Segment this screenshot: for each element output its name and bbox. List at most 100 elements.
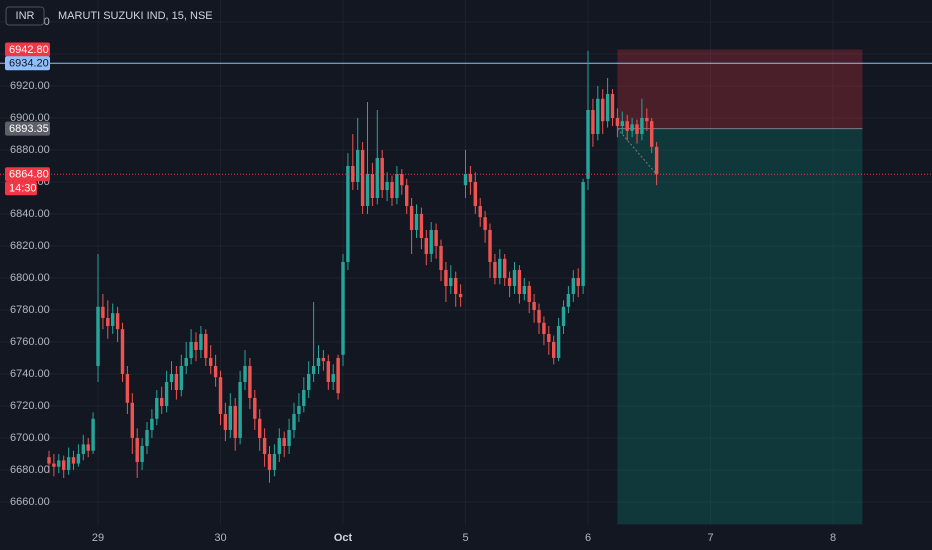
candle-body (316, 357, 321, 366)
candle-body (409, 205, 414, 230)
candle-body (243, 365, 247, 382)
x-tick-label: 30 (214, 532, 226, 544)
candle-body (321, 357, 326, 362)
candle-body (272, 453, 277, 470)
candle-body (561, 306, 566, 326)
candle-body (365, 173, 370, 206)
plot (0, 49, 932, 525)
candle-body (213, 365, 218, 378)
candle-body (267, 453, 272, 470)
candle-body (179, 365, 184, 390)
candle-body (91, 418, 95, 451)
labels: 6660.00 6680.00 6700.00 6720.00 6740.00 6760.… (5, 16, 836, 544)
candle-body (493, 261, 497, 278)
y-tick-label: 6780.00 (10, 304, 50, 316)
y-tick-label: 6680.00 (10, 464, 50, 476)
candle-body (449, 277, 453, 286)
candle-body (610, 93, 615, 118)
candle-body (434, 229, 438, 246)
candle-body (326, 361, 331, 382)
candle-body (253, 397, 257, 419)
candle-body (248, 365, 252, 398)
candle-body (223, 413, 228, 430)
candle-body (576, 277, 580, 286)
candle-body (453, 277, 458, 294)
candle-body (189, 341, 193, 358)
candle-body (400, 173, 404, 186)
candle-body (150, 418, 154, 430)
candle-body (204, 333, 208, 358)
candle-body (110, 313, 115, 326)
price-label: 6893.35 (9, 123, 49, 135)
y-tick-label: 6820.00 (10, 240, 50, 252)
candle-body (532, 301, 536, 310)
countdown: 14:30 (9, 183, 37, 195)
candle-body (351, 165, 355, 182)
candle-body (57, 460, 61, 467)
candle-body (645, 117, 649, 122)
candle-body (605, 93, 610, 122)
currency: INR (16, 10, 35, 22)
candle-body (527, 285, 531, 302)
candle-body (620, 121, 625, 126)
candle-body (571, 277, 576, 294)
candle-body (346, 165, 350, 262)
candle-body (556, 325, 561, 358)
candle-body (218, 377, 223, 414)
candle-body (306, 373, 311, 390)
candle-body (106, 317, 110, 326)
candle-body (498, 258, 502, 278)
x-tick-label: 29 (92, 532, 104, 544)
candle-body (292, 413, 296, 430)
x-tick-label: Oct (334, 532, 353, 544)
candle-body (287, 429, 291, 446)
candle-body (395, 173, 399, 198)
candle-body (277, 437, 282, 454)
currency-badge (5, 6, 45, 26)
candle-body (649, 121, 654, 147)
candle-body (507, 277, 512, 286)
y-tick-label: 6920.00 (10, 80, 50, 92)
y-tick-label: 6740.00 (10, 368, 50, 380)
candle-body (463, 173, 468, 186)
candle-body (101, 306, 105, 318)
candle-body (184, 357, 188, 366)
candle-body (341, 261, 345, 355)
candle-body (360, 149, 365, 206)
y-tick-label: 6800.00 (10, 272, 50, 284)
y-tick-label: 6880.00 (10, 144, 50, 156)
candle-body (76, 453, 81, 464)
candle-body (444, 269, 448, 286)
candle-body (390, 181, 394, 198)
y-tick-label: 6900.00 (10, 112, 50, 124)
candle-body (581, 181, 585, 286)
price-label-bg (5, 167, 50, 182)
candle-body (458, 293, 463, 298)
candle-body (164, 381, 169, 406)
candle-body (404, 185, 409, 206)
candle-body (615, 117, 620, 126)
candle-body (47, 457, 51, 464)
candle-body (155, 397, 159, 419)
candle-body (257, 418, 262, 438)
candle-body (145, 429, 149, 446)
candle-body (125, 373, 130, 403)
y-tick-label: 6700.00 (10, 432, 50, 444)
candle-body (169, 373, 174, 382)
candle-body (52, 463, 56, 467)
price-label-bg (5, 42, 50, 57)
candle-body (331, 373, 335, 382)
y-tick-label: 6840.00 (10, 208, 50, 220)
candle-body (233, 405, 237, 438)
x-tick-label: 5 (462, 532, 468, 544)
candle-body (473, 181, 478, 206)
candle-body (311, 365, 316, 374)
candle-body (96, 306, 100, 366)
candle-body (81, 444, 86, 454)
candle-body (625, 121, 629, 131)
candle-body (483, 217, 487, 230)
candle-body (478, 205, 482, 218)
candle-body (596, 98, 600, 134)
